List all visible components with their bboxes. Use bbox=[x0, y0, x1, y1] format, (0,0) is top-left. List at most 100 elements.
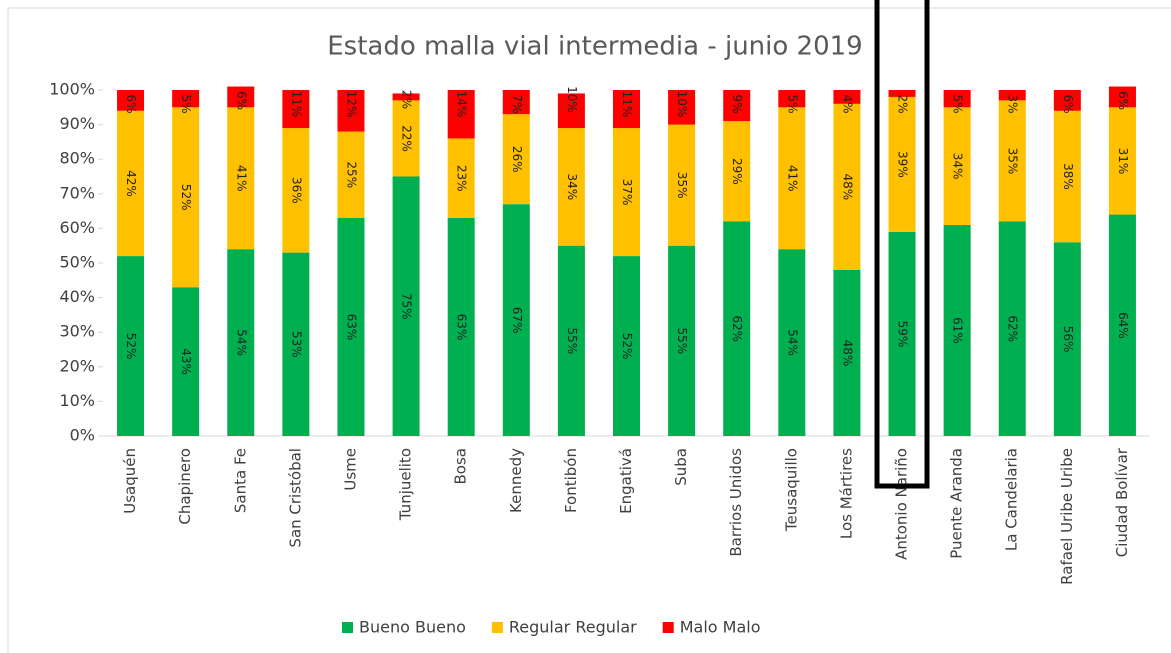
highlight-box bbox=[874, 0, 930, 489]
bar-segment bbox=[227, 249, 255, 436]
data-label: 10% bbox=[565, 86, 579, 113]
bar-segment bbox=[833, 90, 861, 104]
data-label: 64% bbox=[1116, 312, 1130, 339]
bar-segment bbox=[668, 245, 696, 436]
x-tick-label: Usme bbox=[341, 448, 359, 491]
x-tick-label: Engativá bbox=[617, 448, 635, 514]
data-label: 6% bbox=[124, 94, 138, 113]
bar-segment bbox=[1053, 242, 1081, 436]
data-label: 6% bbox=[1116, 91, 1130, 110]
y-tick-label: 100% bbox=[49, 80, 95, 99]
data-label: 48% bbox=[840, 340, 854, 367]
data-label: 5% bbox=[179, 94, 193, 113]
data-label: 3% bbox=[1006, 94, 1020, 113]
data-label: 4% bbox=[840, 94, 854, 113]
y-tick-label: 20% bbox=[59, 356, 95, 375]
data-label: 39% bbox=[896, 151, 910, 178]
bar-segment bbox=[502, 90, 530, 115]
x-tick-label: Fontibón bbox=[562, 448, 580, 513]
bar-segment bbox=[502, 114, 530, 205]
bar-segment bbox=[227, 86, 255, 108]
y-tick-label: 80% bbox=[59, 149, 95, 168]
x-tick-label: Barrios Unidos bbox=[727, 448, 745, 557]
bar-segment bbox=[392, 176, 420, 436]
data-label: 37% bbox=[620, 179, 634, 206]
x-tick-label: Santa Fe bbox=[231, 448, 249, 513]
x-tick-label: Ciudad Bolívar bbox=[1113, 447, 1131, 557]
data-label: 54% bbox=[234, 329, 248, 356]
x-tick-label: San Cristóbal bbox=[286, 448, 304, 548]
data-label: 43% bbox=[179, 348, 193, 375]
x-tick-label: Antonio Nariño bbox=[893, 448, 911, 560]
data-label: 7% bbox=[510, 94, 524, 113]
data-label: 6% bbox=[1061, 94, 1075, 113]
legend-label: Bueno Bueno bbox=[359, 618, 466, 637]
chart-area bbox=[7, 7, 1171, 653]
bar-segment bbox=[778, 90, 806, 108]
bar-segment bbox=[447, 138, 475, 219]
data-label: 52% bbox=[179, 184, 193, 211]
data-label: 36% bbox=[289, 177, 303, 204]
data-label: 62% bbox=[730, 315, 744, 342]
bar-segment bbox=[943, 224, 971, 436]
data-label: 35% bbox=[675, 172, 689, 199]
x-tick-label: Teusaquillo bbox=[782, 448, 800, 532]
chart-title: Estado malla vial intermedia - junio 201… bbox=[327, 32, 862, 62]
bar-segment bbox=[227, 107, 255, 250]
bar-segment bbox=[282, 90, 310, 129]
data-label: 59% bbox=[896, 321, 910, 348]
bar-segment bbox=[778, 249, 806, 436]
y-tick-label: 30% bbox=[59, 322, 95, 341]
bar-segment bbox=[282, 128, 310, 253]
bar-segment bbox=[723, 121, 751, 222]
bar-segment bbox=[337, 218, 365, 436]
data-label: 48% bbox=[840, 174, 854, 201]
data-label: 26% bbox=[510, 146, 524, 173]
x-tick-label: La Candelaria bbox=[1003, 448, 1021, 551]
y-tick-label: 90% bbox=[59, 114, 95, 133]
data-label: 52% bbox=[620, 333, 634, 360]
y-tick-label: 60% bbox=[59, 218, 95, 237]
bar-segment bbox=[1053, 110, 1081, 243]
x-tick-label: Chapinero bbox=[176, 448, 194, 525]
data-label: 38% bbox=[1061, 163, 1075, 190]
bar-segment bbox=[1108, 214, 1136, 436]
bar-segment bbox=[1108, 86, 1136, 108]
data-label: 42% bbox=[124, 170, 138, 197]
plot: 0% 10% 20% 30% 40% 50% 60% 70% 80% 90% 100% 52% 42% 6… bbox=[49, 80, 1150, 637]
bar-segment bbox=[447, 90, 475, 139]
bar-segment bbox=[998, 90, 1026, 101]
bar-segment bbox=[1053, 90, 1081, 111]
bar-segment bbox=[282, 252, 310, 436]
data-label: 5% bbox=[951, 94, 965, 113]
bar-segment bbox=[392, 93, 420, 101]
y-tick-label: 40% bbox=[59, 287, 95, 306]
data-label: 29% bbox=[730, 158, 744, 185]
data-label: 11% bbox=[620, 91, 634, 118]
bar-segment bbox=[778, 107, 806, 250]
data-label: 54% bbox=[785, 329, 799, 356]
data-label: 34% bbox=[565, 174, 579, 201]
bar-segment bbox=[557, 93, 585, 129]
data-label: 5% bbox=[785, 94, 799, 113]
bar-segment bbox=[117, 110, 145, 257]
bar-segment bbox=[998, 221, 1026, 436]
legend-label: Regular Regular bbox=[509, 618, 637, 637]
bar-segment bbox=[943, 107, 971, 225]
data-label: 41% bbox=[234, 165, 248, 192]
legend-label: Malo Malo bbox=[680, 618, 761, 637]
data-label: 22% bbox=[400, 125, 414, 152]
bar-segment bbox=[668, 124, 696, 246]
bar-segment bbox=[723, 221, 751, 436]
data-label: 2% bbox=[896, 94, 910, 113]
data-label: 35% bbox=[1006, 148, 1020, 175]
bar-segment bbox=[613, 128, 640, 257]
bar-segment bbox=[337, 131, 365, 219]
x-tick-label: Bosa bbox=[452, 448, 470, 484]
x-tick-label: Kennedy bbox=[507, 448, 525, 513]
bar-segment bbox=[502, 204, 530, 436]
data-label: 75% bbox=[400, 293, 414, 320]
bar-segment bbox=[998, 100, 1026, 222]
data-label: 61% bbox=[951, 317, 965, 344]
